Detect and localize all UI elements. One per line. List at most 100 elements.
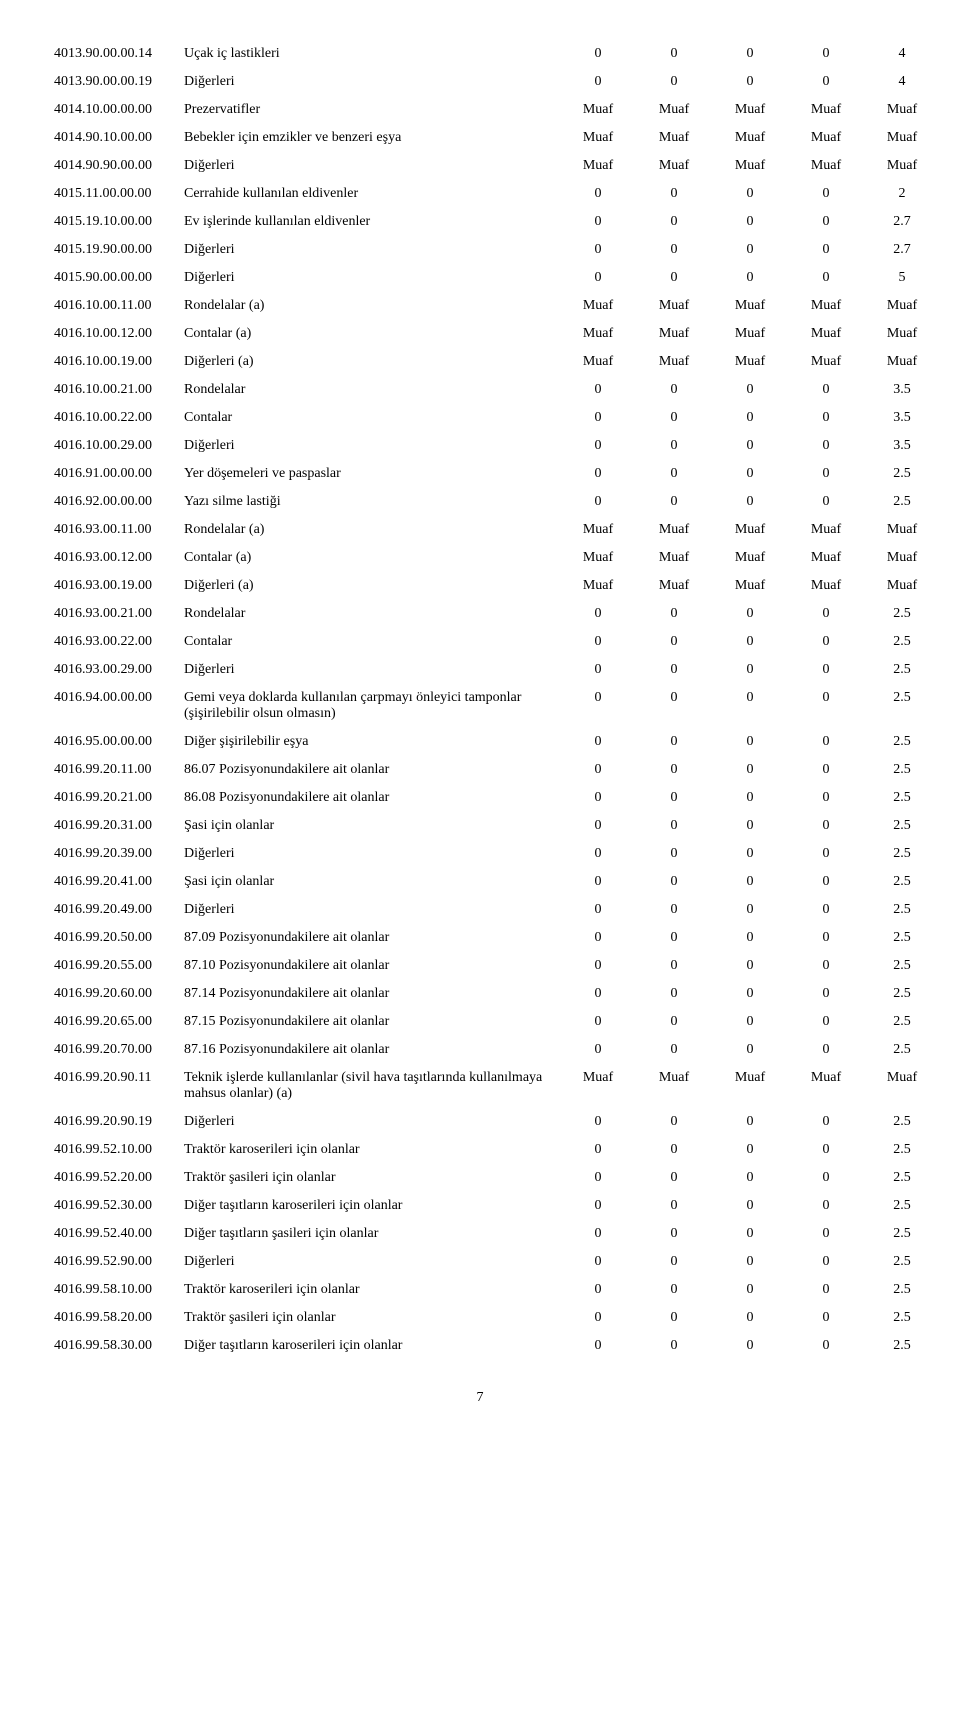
code-cell: 4016.93.00.29.00 xyxy=(50,656,180,684)
value-cell: Muaf xyxy=(712,1064,788,1108)
table-row: 4016.99.20.39.00Diğerleri00002.5 xyxy=(50,840,940,868)
value-cell: 0 xyxy=(712,980,788,1008)
value-cell: Muaf xyxy=(560,320,636,348)
code-cell: 4016.99.20.60.00 xyxy=(50,980,180,1008)
value-cell: 0 xyxy=(560,952,636,980)
value-cell: 2.5 xyxy=(864,1220,940,1248)
value-cell: 0 xyxy=(636,840,712,868)
value-cell: 0 xyxy=(788,1108,864,1136)
value-cell: 0 xyxy=(636,684,712,728)
code-cell: 4016.10.00.19.00 xyxy=(50,348,180,376)
value-cell: 0 xyxy=(712,1192,788,1220)
value-cell: 0 xyxy=(788,952,864,980)
value-cell: 0 xyxy=(712,1220,788,1248)
code-cell: 4016.99.20.70.00 xyxy=(50,1036,180,1064)
table-row: 4016.99.20.31.00Şasi için olanlar00002.5 xyxy=(50,812,940,840)
value-cell: 0 xyxy=(712,236,788,264)
table-row: 4016.95.00.00.00Diğer şişirilebilir eşya… xyxy=(50,728,940,756)
value-cell: 0 xyxy=(560,1332,636,1360)
desc-cell: Traktör şasileri için olanlar xyxy=(180,1304,560,1332)
value-cell: 0 xyxy=(560,1192,636,1220)
table-row: 4016.93.00.21.00Rondelalar00002.5 xyxy=(50,600,940,628)
value-cell: 0 xyxy=(560,868,636,896)
desc-cell: Yazı silme lastiği xyxy=(180,488,560,516)
value-cell: 0 xyxy=(636,896,712,924)
value-cell: 0 xyxy=(712,1304,788,1332)
value-cell: 0 xyxy=(636,460,712,488)
code-cell: 4016.93.00.21.00 xyxy=(50,600,180,628)
value-cell: 0 xyxy=(788,1304,864,1332)
value-cell: 0 xyxy=(560,264,636,292)
value-cell: 0 xyxy=(788,924,864,952)
value-cell: 0 xyxy=(636,432,712,460)
value-cell: 0 xyxy=(560,784,636,812)
value-cell: 0 xyxy=(636,1164,712,1192)
value-cell: Muaf xyxy=(712,124,788,152)
value-cell: Muaf xyxy=(560,348,636,376)
desc-cell: Gemi veya doklarda kullanılan çarpmayı ö… xyxy=(180,684,560,728)
value-cell: 0 xyxy=(712,1136,788,1164)
value-cell: 0 xyxy=(636,1304,712,1332)
value-cell: Muaf xyxy=(712,292,788,320)
value-cell: 2.5 xyxy=(864,1108,940,1136)
value-cell: 2.5 xyxy=(864,1192,940,1220)
code-cell: 4014.10.00.00.00 xyxy=(50,96,180,124)
value-cell: 0 xyxy=(712,40,788,68)
code-cell: 4016.93.00.19.00 xyxy=(50,572,180,600)
code-cell: 4016.99.52.30.00 xyxy=(50,1192,180,1220)
value-cell: Muaf xyxy=(788,348,864,376)
value-cell: 0 xyxy=(560,684,636,728)
value-cell: 2.5 xyxy=(864,1276,940,1304)
table-row: 4016.93.00.22.00Contalar00002.5 xyxy=(50,628,940,656)
value-cell: Muaf xyxy=(788,1064,864,1108)
value-cell: 0 xyxy=(788,656,864,684)
value-cell: 2.5 xyxy=(864,980,940,1008)
value-cell: 0 xyxy=(560,460,636,488)
value-cell: 2.5 xyxy=(864,488,940,516)
code-cell: 4016.94.00.00.00 xyxy=(50,684,180,728)
value-cell: Muaf xyxy=(864,544,940,572)
table-row: 4016.99.52.30.00Diğer taşıtların karoser… xyxy=(50,1192,940,1220)
code-cell: 4016.92.00.00.00 xyxy=(50,488,180,516)
desc-cell: 87.14 Pozisyonundakilere ait olanlar xyxy=(180,980,560,1008)
value-cell: 0 xyxy=(788,1008,864,1036)
value-cell: Muaf xyxy=(864,152,940,180)
value-cell: 0 xyxy=(788,68,864,96)
table-row: 4016.10.00.19.00Diğerleri (a)MuafMuafMua… xyxy=(50,348,940,376)
value-cell: 0 xyxy=(560,840,636,868)
code-cell: 4016.99.20.39.00 xyxy=(50,840,180,868)
value-cell: 0 xyxy=(636,868,712,896)
value-cell: Muaf xyxy=(712,152,788,180)
value-cell: 0 xyxy=(712,488,788,516)
value-cell: 0 xyxy=(712,180,788,208)
value-cell: 0 xyxy=(560,756,636,784)
value-cell: 2.5 xyxy=(864,1008,940,1036)
value-cell: 0 xyxy=(712,1332,788,1360)
code-cell: 4015.11.00.00.00 xyxy=(50,180,180,208)
value-cell: 2.7 xyxy=(864,208,940,236)
value-cell: 0 xyxy=(788,896,864,924)
value-cell: 0 xyxy=(712,376,788,404)
table-row: 4016.99.58.10.00Traktör karoserileri içi… xyxy=(50,1276,940,1304)
table-row: 4016.99.20.41.00Şasi için olanlar00002.5 xyxy=(50,868,940,896)
value-cell: 0 xyxy=(712,812,788,840)
value-cell: 0 xyxy=(788,236,864,264)
value-cell: Muaf xyxy=(636,1064,712,1108)
value-cell: Muaf xyxy=(864,124,940,152)
value-cell: 0 xyxy=(712,728,788,756)
value-cell: 0 xyxy=(712,628,788,656)
code-cell: 4016.99.52.20.00 xyxy=(50,1164,180,1192)
table-row: 4016.10.00.12.00Contalar (a)MuafMuafMuaf… xyxy=(50,320,940,348)
table-row: 4016.10.00.11.00Rondelalar (a)MuafMuafMu… xyxy=(50,292,940,320)
value-cell: Muaf xyxy=(788,96,864,124)
value-cell: 0 xyxy=(788,264,864,292)
value-cell: 0 xyxy=(712,896,788,924)
value-cell: 0 xyxy=(560,896,636,924)
code-cell: 4016.99.20.65.00 xyxy=(50,1008,180,1036)
value-cell: 0 xyxy=(788,404,864,432)
value-cell: 2.5 xyxy=(864,896,940,924)
value-cell: Muaf xyxy=(864,1064,940,1108)
value-cell: Muaf xyxy=(712,348,788,376)
code-cell: 4016.99.20.21.00 xyxy=(50,784,180,812)
value-cell: 2.5 xyxy=(864,812,940,840)
